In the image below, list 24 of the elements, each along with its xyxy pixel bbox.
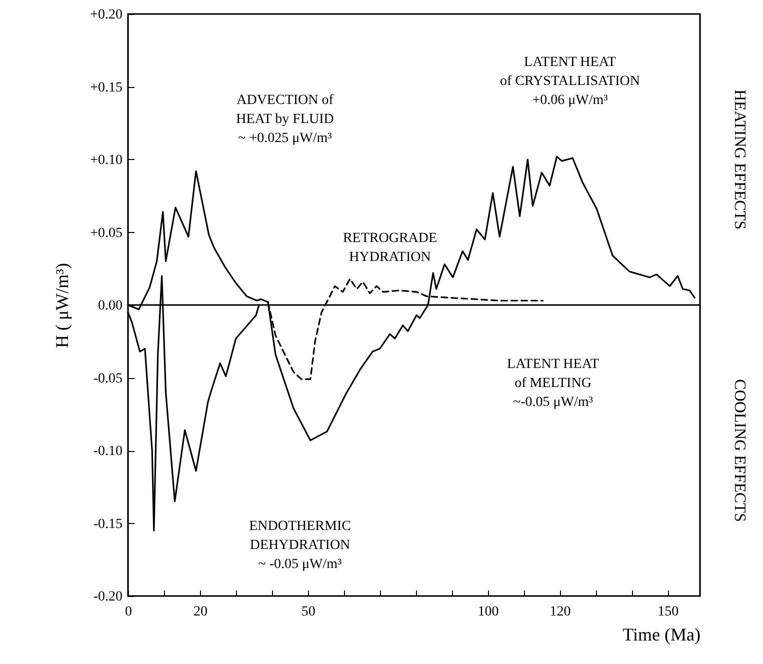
text: COOLING EFFECTS bbox=[731, 379, 748, 522]
text: HEATING EFFECTS bbox=[731, 89, 748, 230]
y-tick-label: -0.05 bbox=[93, 371, 122, 386]
annotation: ADVECTION of HEAT by FLUID ~ +0.025 μW/m³ bbox=[236, 93, 334, 146]
x-tick-label: 150 bbox=[658, 604, 679, 620]
y-tick-label: +0.15 bbox=[90, 80, 122, 96]
x-tick-label: 0 bbox=[125, 604, 132, 620]
x-axis-title: Time (Ma) bbox=[622, 624, 700, 644]
x-tick-label: 120 bbox=[550, 604, 571, 620]
x-tick-label: 20 bbox=[193, 604, 208, 620]
y-tick-label: -0.20 bbox=[93, 590, 122, 604]
annotation: RETROGRADE HYDRATION bbox=[342, 231, 438, 265]
x-tick-label: 50 bbox=[301, 604, 316, 620]
annotation: LATENT HEAT of MELTING ~-0.05 μW/m³ bbox=[507, 357, 600, 410]
y-tick-label: -0.15 bbox=[93, 516, 122, 532]
annotation: ENDOTHERMIC DEHYDRATION ~ -0.05 μW/m³ bbox=[249, 519, 351, 572]
annotation: LATENT HEAT of CRYSTALLISATION +0.06 μW/m³ bbox=[500, 55, 640, 108]
y-tick-label: +0.20 bbox=[90, 8, 122, 22]
x-tick-label: 100 bbox=[478, 604, 499, 620]
y-tick-label: -0.10 bbox=[93, 444, 122, 459]
y-axis-title: H ( μW/m³) bbox=[52, 262, 72, 348]
y-tick-label: +0.05 bbox=[90, 226, 122, 241]
y-tick-label: 0.00 bbox=[98, 298, 122, 314]
y-tick-label: +0.10 bbox=[90, 153, 122, 168]
